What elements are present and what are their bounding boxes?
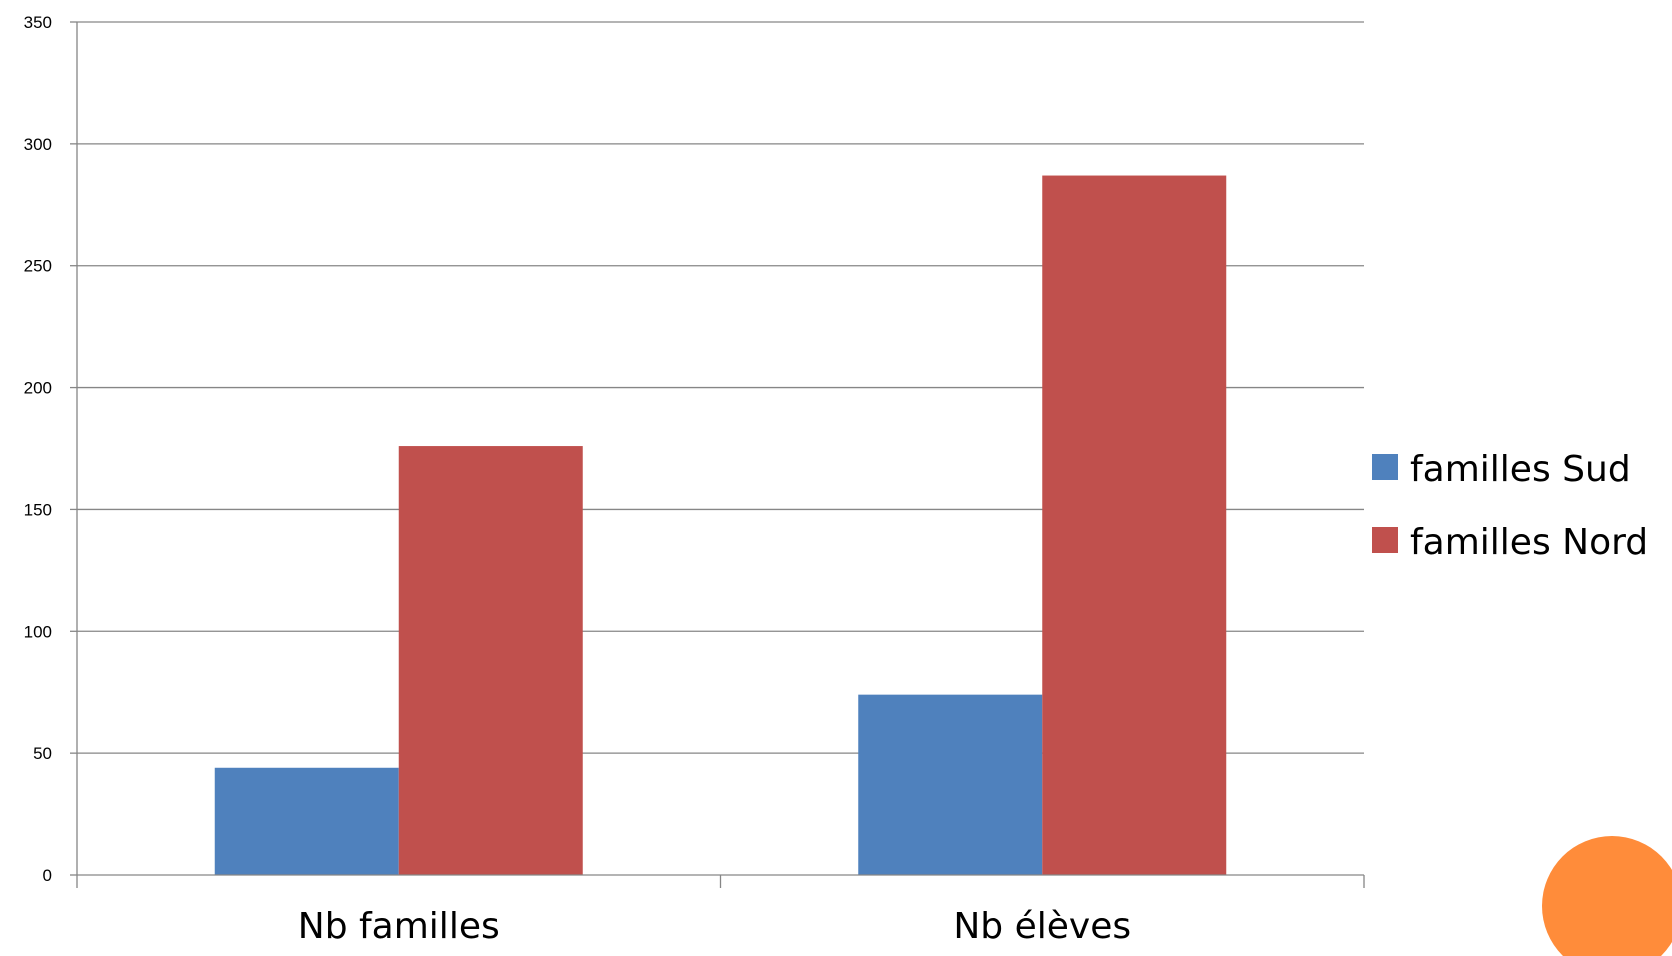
x-category-labels: Nb familles Nb élèves — [298, 906, 1131, 947]
legend-label: familles Nord — [1410, 522, 1648, 563]
y-tick-labels: 0 50 100 150 200 250 300 350 — [24, 13, 52, 885]
decorative-orange-circle — [1542, 836, 1672, 956]
legend-swatch-familles-sud — [1372, 454, 1398, 480]
x-category-label: Nb élèves — [953, 906, 1131, 947]
legend-swatch-familles-nord — [1372, 527, 1398, 553]
y-tick-label: 200 — [24, 379, 52, 398]
y-tick-label: 50 — [33, 744, 52, 763]
y-tick-label: 250 — [24, 257, 52, 276]
legend-label: familles Sud — [1410, 449, 1631, 490]
bars — [214, 175, 1227, 876]
x-category-label: Nb familles — [298, 906, 500, 947]
y-tick-label: 0 — [43, 866, 52, 885]
y-tick-label: 350 — [24, 13, 52, 32]
gridlines — [77, 21, 1364, 754]
axes — [70, 21, 1365, 888]
y-tick-label: 300 — [24, 135, 52, 154]
bar-familles-sud-1 — [858, 694, 1043, 875]
y-tick-label: 150 — [24, 500, 52, 519]
y-tick-label: 100 — [24, 622, 52, 641]
legend: familles Sud familles Nord — [1372, 449, 1648, 563]
bar-familles-sud-0 — [214, 767, 399, 875]
bar-familles-nord-0 — [398, 446, 583, 875]
bar-familles-nord-1 — [1042, 175, 1227, 876]
